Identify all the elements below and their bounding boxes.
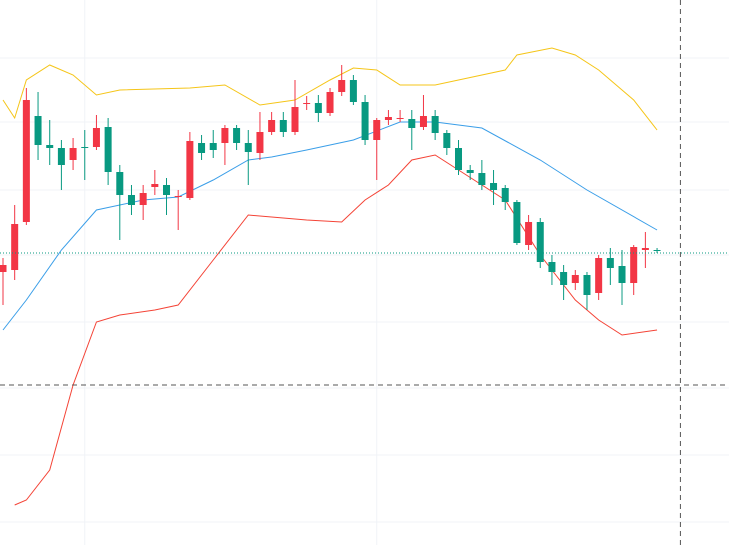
band-line	[2, 121, 658, 331]
candle-body	[69, 148, 77, 160]
candle-body	[291, 107, 299, 132]
candle-body	[163, 185, 171, 195]
candle-body	[0, 265, 7, 272]
candle-body	[92, 128, 100, 147]
candle-body	[209, 143, 217, 150]
candle-body	[22, 100, 30, 222]
candle-body	[34, 116, 42, 145]
candle-body	[361, 102, 369, 140]
candle-body	[525, 222, 533, 245]
candle-body	[326, 92, 334, 113]
candle-body	[174, 196, 182, 197]
candle-body	[419, 116, 427, 127]
candle-body	[478, 173, 486, 185]
candle-body	[198, 143, 206, 153]
candle-body	[431, 116, 439, 133]
candle-body	[618, 266, 626, 283]
candle-body	[186, 141, 194, 198]
candle-body	[46, 145, 54, 148]
candle-body	[606, 258, 614, 268]
candle-body	[630, 247, 638, 283]
candle-body	[373, 120, 381, 140]
candle-body	[571, 275, 579, 283]
candle-body	[536, 222, 544, 262]
candle-body	[116, 172, 124, 195]
candle-body	[221, 128, 229, 143]
band-line	[14, 154, 658, 506]
candle-body	[349, 80, 357, 102]
candle-body	[268, 120, 276, 132]
candle-body	[443, 133, 451, 148]
candle-body	[104, 127, 112, 172]
candle-body	[396, 118, 404, 119]
candle-body	[466, 170, 474, 173]
candle-body	[279, 120, 287, 132]
candle-body	[57, 148, 65, 165]
candle-body	[513, 202, 521, 243]
candle-body	[151, 184, 159, 187]
candle-body	[490, 183, 498, 190]
candle-body	[548, 262, 556, 272]
candle-body	[256, 132, 264, 153]
candle-body	[408, 119, 416, 128]
candle-body	[314, 103, 322, 113]
candle-body	[583, 275, 591, 295]
candle-body	[501, 188, 509, 202]
candle-body	[244, 143, 252, 152]
candle-body	[139, 193, 147, 205]
candle-body	[81, 147, 89, 148]
candle-body	[560, 272, 568, 285]
candle-body	[384, 117, 392, 120]
candle-body	[233, 128, 241, 143]
candle-body	[11, 224, 19, 270]
candle-body	[595, 258, 603, 293]
candle-body	[641, 248, 649, 250]
candle-body	[338, 80, 346, 92]
candle-body	[653, 250, 661, 251]
candle-body	[303, 103, 311, 104]
candle-body	[127, 195, 135, 205]
candle-body	[454, 148, 463, 170]
